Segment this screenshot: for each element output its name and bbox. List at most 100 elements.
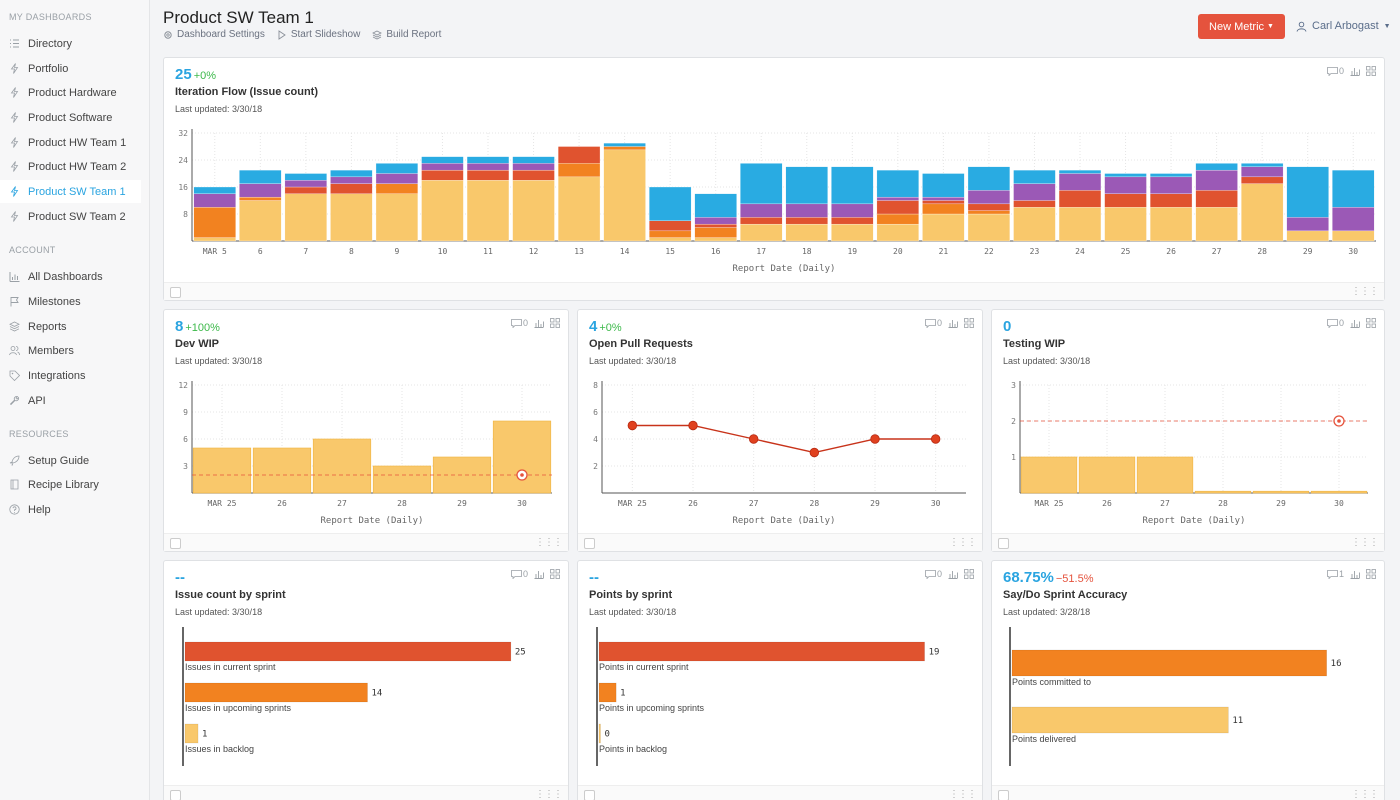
grid-view-button[interactable]: [550, 569, 560, 579]
drag-handle-icon[interactable]: ⋮⋮⋮: [1351, 286, 1379, 297]
metric-title[interactable]: Dev WIP: [175, 338, 220, 350]
drag-handle-icon[interactable]: ⋮⋮⋮: [949, 537, 977, 548]
sidebar-item-help[interactable]: Help: [0, 498, 141, 521]
user-menu[interactable]: Carl Arbogast ▼: [1296, 20, 1391, 32]
metric-title[interactable]: Points by sprint: [589, 589, 673, 601]
stacked-bar-segment: [466, 169, 510, 181]
sidebar-item-product-sw-team-2[interactable]: Product SW Team 2: [0, 205, 141, 228]
x-tick-label: 29: [1303, 247, 1313, 256]
stacked-bar-segment: [1058, 190, 1102, 208]
source-icon[interactable]: [170, 538, 181, 549]
stacked-bar-segment: [1104, 173, 1147, 178]
build-report-link[interactable]: Build Report: [372, 29, 441, 40]
stacked-bar-segment: [694, 237, 737, 242]
y-tick-label: 1: [1011, 453, 1016, 462]
stacked-bar-segment: [1332, 207, 1375, 232]
card-controls: 0: [1327, 318, 1376, 328]
chart-toggle-button[interactable]: [1350, 66, 1360, 76]
comment-button[interactable]: 1: [1327, 569, 1344, 579]
stacked-bar-segment: [512, 169, 555, 181]
sidebar-item-integrations[interactable]: Integrations: [0, 364, 141, 387]
bar: [184, 682, 368, 703]
grid-view-button[interactable]: [964, 318, 974, 328]
last-updated: Last updated: 3/30/18: [175, 607, 263, 617]
grid-view-button[interactable]: [964, 569, 974, 579]
metric-title[interactable]: Issue count by sprint: [175, 589, 286, 601]
bar: [1136, 456, 1194, 494]
metric-title[interactable]: Iteration Flow (Issue count): [175, 86, 319, 98]
drag-handle-icon[interactable]: ⋮⋮⋮: [949, 789, 977, 800]
chart-toggle-button[interactable]: [948, 569, 958, 579]
stacked-bar-segment: [466, 180, 510, 242]
stacked-bar-segment: [1149, 207, 1193, 242]
card-controls: 0: [511, 569, 560, 579]
bar-category-label: Issues in upcoming sprints: [185, 703, 292, 713]
stacked-bar-segment: [466, 163, 510, 171]
user-icon: [1296, 21, 1307, 32]
comment-button[interactable]: 0: [1327, 66, 1344, 76]
source-icon[interactable]: [998, 790, 1009, 800]
sidebar-item-reports[interactable]: Reports: [0, 315, 141, 338]
x-tick-label: 18: [802, 247, 812, 256]
sidebar-item-all-dashboards[interactable]: All Dashboards: [0, 265, 141, 288]
chart-toggle-button[interactable]: [948, 318, 958, 328]
sidebar-item-setup-guide[interactable]: Setup Guide: [0, 449, 141, 472]
x-tick-label: 28: [1218, 499, 1228, 508]
sidebar-item-product-sw-team-1[interactable]: Product SW Team 1: [0, 180, 141, 203]
sidebar-item-product-hw-team-1[interactable]: Product HW Team 1: [0, 131, 141, 154]
tag-icon: [9, 370, 20, 381]
stacked-bar-segment: [375, 173, 419, 184]
x-tick-label: 27: [1160, 499, 1170, 508]
x-tick-label: 9: [395, 247, 400, 256]
chart-toggle-button[interactable]: [534, 569, 544, 579]
comment-icon: [925, 318, 936, 328]
sidebar-item-milestones[interactable]: Milestones: [0, 290, 141, 313]
comment-button[interactable]: 0: [1327, 318, 1344, 328]
sidebar-item-directory[interactable]: Directory: [0, 32, 141, 55]
stacked-bar-segment: [557, 146, 601, 164]
grid-view-button[interactable]: [1366, 66, 1376, 76]
card-footer: ⋮⋮⋮: [164, 785, 568, 800]
source-icon[interactable]: [170, 287, 181, 298]
drag-handle-icon[interactable]: ⋮⋮⋮: [1351, 789, 1379, 800]
chart-toggle-button[interactable]: [534, 318, 544, 328]
bar-category-label: Points in current sprint: [599, 662, 689, 672]
comment-button[interactable]: 0: [925, 318, 942, 328]
grid-icon: [1366, 66, 1376, 76]
comment-button[interactable]: 0: [925, 569, 942, 579]
bar: [492, 420, 552, 494]
sidebar-item-product-software[interactable]: Product Software: [0, 106, 141, 129]
sidebar-item-recipe-library[interactable]: Recipe Library: [0, 473, 141, 496]
metric-value: 8 +100%: [175, 318, 220, 335]
comment-button[interactable]: 0: [511, 318, 528, 328]
grid-view-button[interactable]: [550, 318, 560, 328]
drag-handle-icon[interactable]: ⋮⋮⋮: [535, 789, 563, 800]
comment-button[interactable]: 0: [511, 569, 528, 579]
grid-icon: [964, 569, 974, 579]
start-slideshow-link[interactable]: Start Slideshow: [277, 29, 360, 40]
sidebar-item-portfolio[interactable]: Portfolio: [0, 57, 141, 80]
chart-toggle-button[interactable]: [1350, 318, 1360, 328]
stacked-bar-segment: [1195, 190, 1238, 208]
source-icon[interactable]: [584, 790, 595, 800]
sidebar-item-product-hw-team-2[interactable]: Product HW Team 2: [0, 155, 141, 178]
sidebar-item-api[interactable]: API: [0, 389, 141, 412]
stacked-bar-segment: [967, 203, 1011, 211]
sidebar-item-members[interactable]: Members: [0, 339, 141, 362]
github-icon[interactable]: [584, 538, 595, 549]
chart-toggle-button[interactable]: [1350, 569, 1360, 579]
metric-title[interactable]: Open Pull Requests: [589, 338, 693, 350]
bolt-icon: [9, 87, 20, 98]
stacked-bar-segment: [284, 173, 327, 181]
drag-handle-icon[interactable]: ⋮⋮⋮: [535, 537, 563, 548]
source-icon[interactable]: [170, 790, 181, 800]
grid-view-button[interactable]: [1366, 318, 1376, 328]
metric-title[interactable]: Testing WIP: [1003, 338, 1066, 350]
dashboard-settings-link[interactable]: Dashboard Settings: [163, 29, 265, 40]
drag-handle-icon[interactable]: ⋮⋮⋮: [1351, 537, 1379, 548]
source-icon[interactable]: [998, 538, 1009, 549]
grid-view-button[interactable]: [1366, 569, 1376, 579]
sidebar-item-product-hardware[interactable]: Product Hardware: [0, 81, 141, 104]
new-metric-button[interactable]: New Metric ▼: [1198, 14, 1285, 39]
metric-title[interactable]: Say/Do Sprint Accuracy: [1003, 589, 1128, 601]
